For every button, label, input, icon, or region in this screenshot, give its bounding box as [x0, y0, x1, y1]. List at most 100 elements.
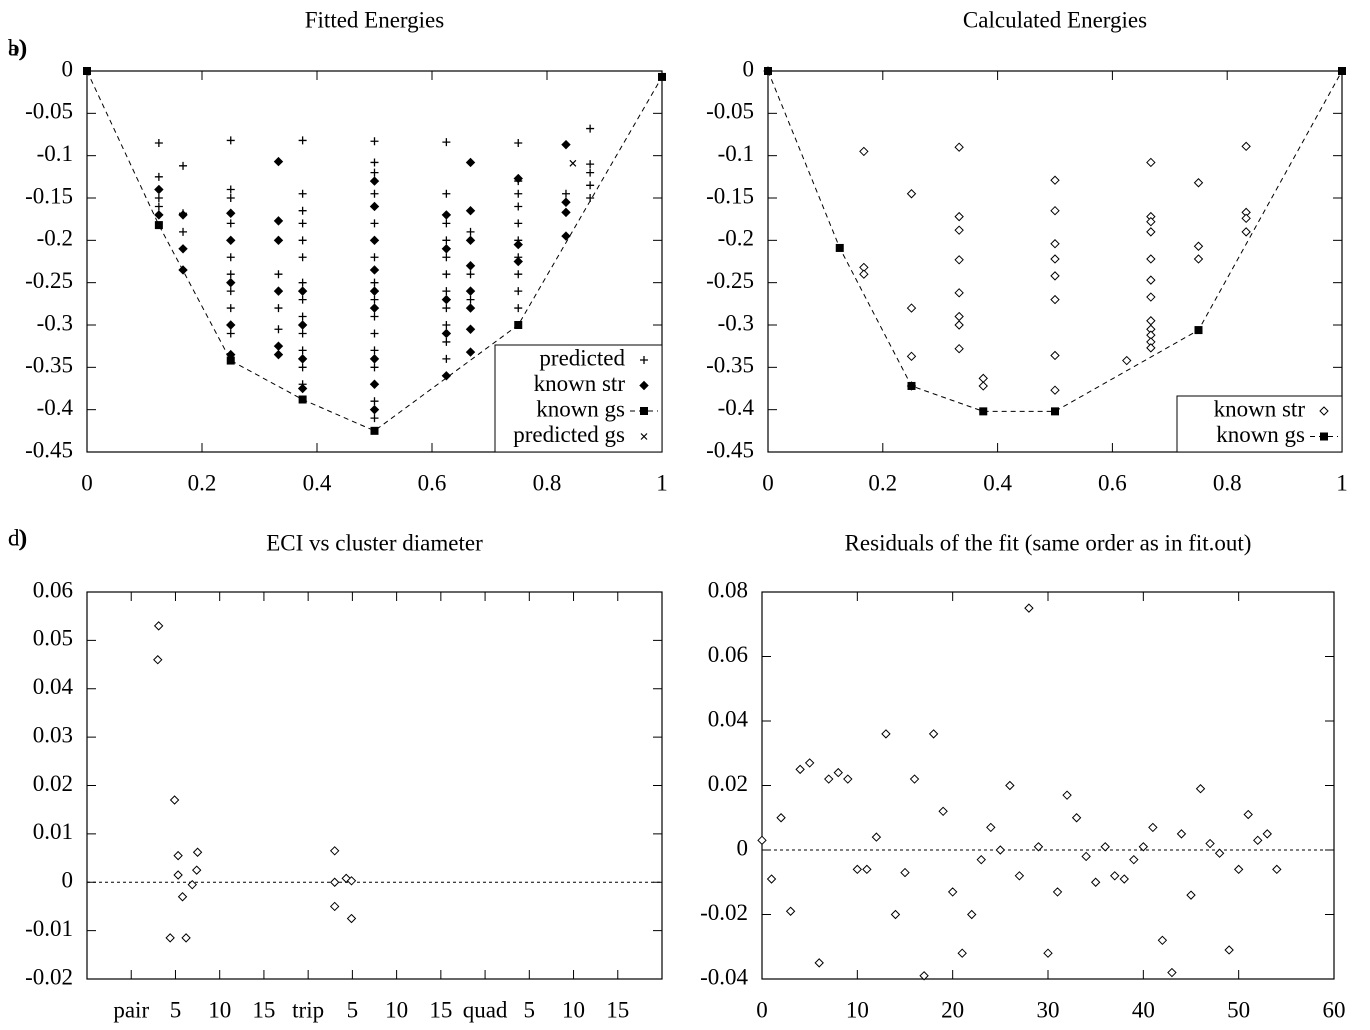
diamond-point: [465, 347, 476, 357]
diamond-point: [776, 813, 786, 823]
plus-point: [154, 194, 163, 202]
plus-point: [370, 295, 379, 304]
plus-point: [514, 287, 523, 296]
diamond-point: [1081, 851, 1091, 862]
diamond-point: [1146, 292, 1156, 302]
diamond-point: [1071, 813, 1082, 823]
plus-point: [442, 219, 451, 228]
plus-point: [442, 321, 451, 329]
x-tick-label: 0: [762, 470, 774, 495]
plus-point: [466, 270, 475, 279]
diamond-point: [862, 864, 872, 875]
legend-label: known gs: [536, 396, 625, 421]
diamond-point: [153, 655, 163, 665]
diamond-point: [1024, 603, 1034, 613]
y-tick-label: -0.02: [700, 900, 748, 925]
square-point: [979, 407, 988, 416]
x-tick-label: 10: [562, 997, 585, 1022]
x-tick-label: 0.8: [533, 470, 562, 495]
diamond-point: [852, 864, 863, 875]
x-tick-label: 30: [1037, 997, 1060, 1022]
x-tick-label: 10: [846, 997, 869, 1022]
x-tick-label: 15: [252, 997, 275, 1022]
diamond-point: [297, 320, 308, 330]
plus-point: [154, 202, 163, 211]
square-point: [370, 426, 379, 435]
diamond-point: [226, 320, 236, 330]
diamond-point: [954, 225, 964, 235]
diamond-point: [226, 277, 236, 288]
diamond-point: [1062, 790, 1072, 800]
plus-point: [514, 304, 523, 313]
plus-point: [370, 312, 379, 321]
plus-point: [274, 270, 283, 279]
plus-point: [274, 325, 283, 334]
plus-point: [442, 354, 451, 363]
diamond-point: [1262, 829, 1272, 839]
plus-point: [298, 312, 307, 321]
diamond-point: [329, 901, 340, 912]
diamond-point: [1122, 355, 1132, 366]
diamond-point: [1129, 854, 1139, 865]
diamond-point: [561, 231, 571, 241]
plus-point: [514, 270, 523, 279]
diamond-point: [369, 354, 380, 364]
plus-point: [586, 181, 595, 190]
diamond-point: [1050, 350, 1060, 361]
cross-point: [658, 73, 666, 81]
y-tick-label: 0.05: [33, 626, 73, 651]
plus-point: [466, 295, 475, 304]
y-tick-label: 0.03: [33, 722, 73, 747]
diamond-point: [881, 729, 891, 739]
plus-point: [442, 189, 451, 198]
plus-point: [514, 138, 523, 147]
cross-point: [83, 67, 91, 75]
diamond-point: [561, 139, 571, 150]
diamond-point: [226, 235, 236, 246]
diamond-point: [513, 256, 523, 267]
y-tick-label: 0.04: [708, 706, 749, 731]
diamond-point: [1043, 948, 1053, 958]
legend-label: known str: [1214, 396, 1306, 421]
diamond-point: [906, 351, 917, 362]
diamond-point: [561, 197, 571, 207]
plus-point: [154, 172, 163, 181]
chart-title: ECI vs cluster diameter: [266, 530, 483, 555]
diamond-point: [169, 795, 180, 805]
plus-point: [370, 253, 379, 262]
plus-point: [370, 137, 379, 146]
diamond-point: [947, 887, 958, 897]
plus-point: [298, 136, 307, 145]
diamond-point: [1146, 275, 1156, 285]
x-tick-label: 50: [1227, 997, 1250, 1022]
diamond-point: [824, 774, 834, 784]
diamond-point: [795, 764, 805, 775]
diamond-point: [173, 870, 183, 880]
diamond-point: [1319, 406, 1329, 416]
diamond-point: [954, 142, 964, 152]
x-tick-label: 15: [429, 997, 452, 1022]
square-point: [514, 321, 523, 329]
y-tick-label: 0: [737, 835, 749, 860]
y-tick-label: -0.2: [37, 226, 73, 251]
plus-point: [514, 202, 523, 211]
square-point: [640, 407, 648, 415]
plus-point: [442, 236, 451, 245]
square-point: [298, 395, 307, 404]
x-tick-label: 0.6: [418, 470, 447, 495]
diamond-point: [178, 210, 188, 220]
diamond-point: [978, 373, 988, 384]
plus-point: [370, 278, 379, 287]
plus-point: [370, 168, 379, 177]
diamond-point: [859, 146, 869, 157]
panel: d) Residuals of the fit (same order as in…: [8, 525, 1346, 1022]
y-tick-label: -0.2: [718, 226, 754, 251]
diamond-point: [273, 349, 284, 360]
plot-frame: [86, 591, 663, 980]
diamond-point: [329, 846, 340, 856]
diamond-point: [1193, 178, 1204, 188]
diamond-point: [273, 156, 284, 167]
y-tick-label: 0: [62, 56, 74, 81]
diamond-point: [1157, 935, 1168, 946]
